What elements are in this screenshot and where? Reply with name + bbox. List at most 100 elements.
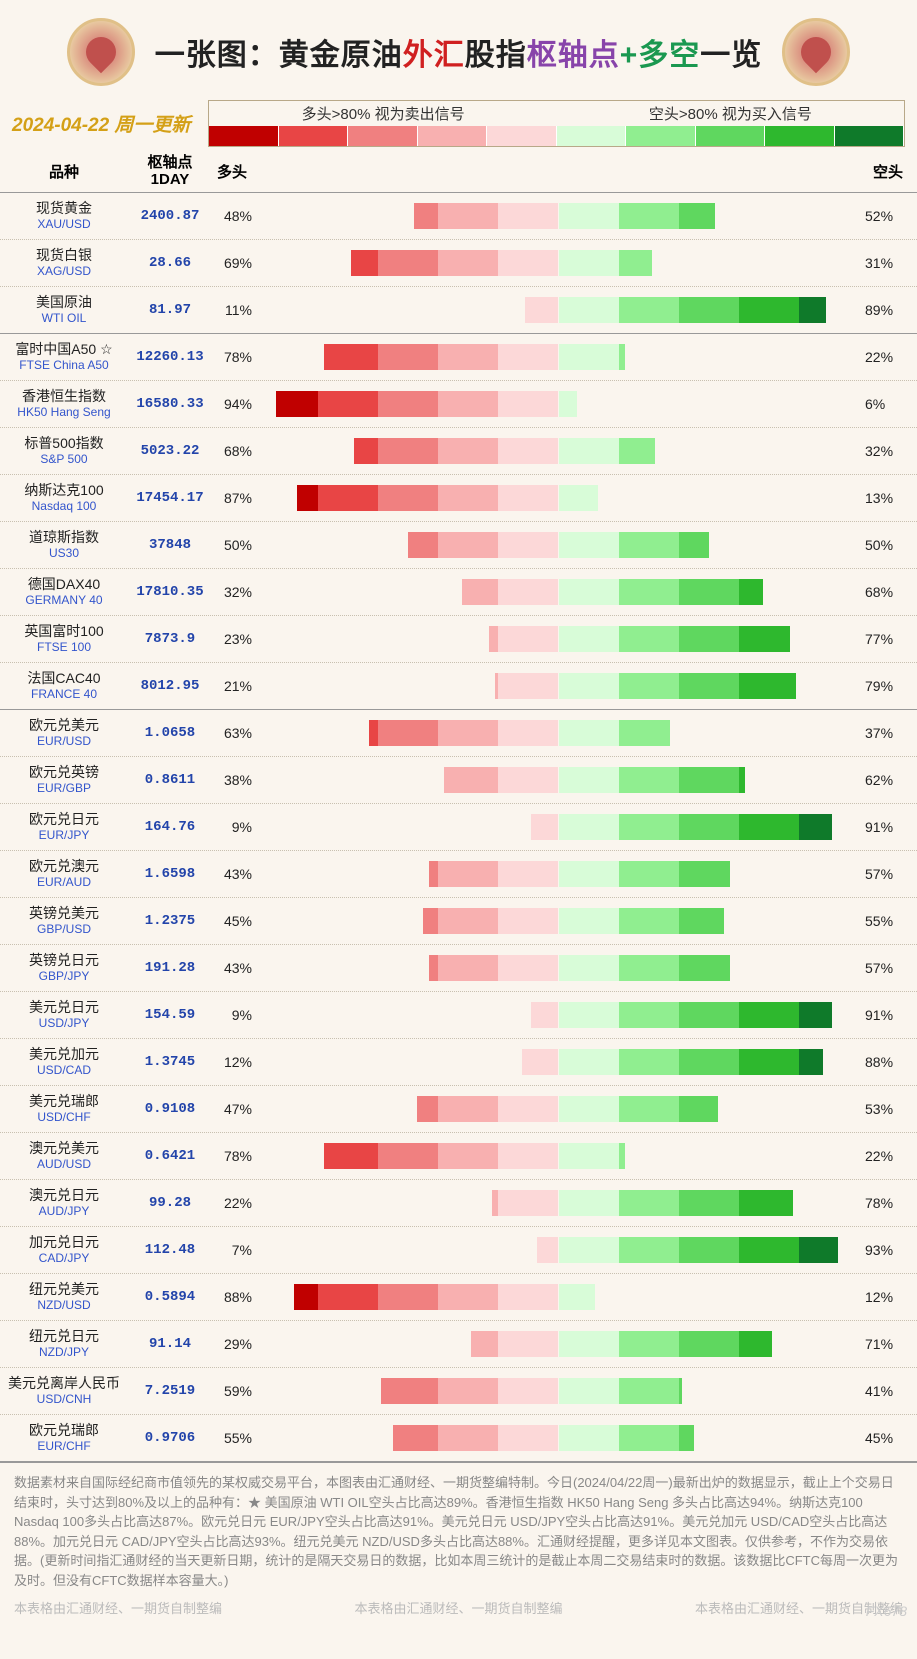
instrument-name: 现货黄金XAU/USD — [0, 200, 128, 231]
long-pct: 32% — [212, 584, 254, 600]
pivot-value: 112.48 — [128, 1242, 212, 1258]
sentiment-bar — [258, 1094, 859, 1124]
pivot-value: 1.0658 — [128, 725, 212, 741]
instrument-name: 美元兑离岸人民币USD/CNH — [0, 1375, 128, 1406]
legend-swatch — [418, 126, 487, 146]
instrument-name: 英镑兑美元GBP/USD — [0, 905, 128, 936]
legend-short-text: 空头>80% 视为买入信号 — [649, 103, 812, 124]
update-date: 2024-04-22 周一更新 — [12, 110, 190, 137]
instrument-name: 澳元兑美元AUD/USD — [0, 1140, 128, 1171]
long-pct: 69% — [212, 255, 254, 271]
short-pct: 55% — [863, 913, 917, 929]
long-pct: 47% — [212, 1101, 254, 1117]
pivot-value: 99.28 — [128, 1195, 212, 1211]
table-row: 欧元兑澳元EUR/AUD1.659843%57% — [0, 851, 917, 898]
legend-swatch — [348, 126, 417, 146]
instrument-name: 欧元兑美元EUR/USD — [0, 717, 128, 748]
column-headers: 品种 枢轴点1DAY 多头 空头 — [0, 151, 917, 193]
pivot-value: 12260.13 — [128, 349, 212, 365]
short-pct: 53% — [863, 1101, 917, 1117]
chart-container: 一张图：黄金原油外汇股指枢轴点+多空一览 2024-04-22 周一更新 多头>… — [0, 0, 917, 1625]
footer-credits: 本表格由汇通财经、一期货自制整编 本表格由汇通财经、一期货自制整编 本表格由汇通… — [0, 1598, 917, 1625]
instrument-name: 欧元兑澳元EUR/AUD — [0, 858, 128, 889]
table-row: 美元兑加元USD/CAD1.374512%88% — [0, 1039, 917, 1086]
instrument-name: 美元兑瑞郎USD/CHF — [0, 1093, 128, 1124]
legend-swatch — [487, 126, 556, 146]
instrument-group: 富时中国A50 ☆FTSE China A5012260.1378%22%香港恒… — [0, 334, 917, 710]
pivot-value: 16580.33 — [128, 396, 212, 412]
instrument-name: 欧元兑英镑EUR/GBP — [0, 764, 128, 795]
sentiment-bar — [258, 389, 859, 419]
instrument-name: 英国富时100FTSE 100 — [0, 623, 128, 654]
instrument-name: 美元兑日元USD/JPY — [0, 999, 128, 1030]
pivot-value: 191.28 — [128, 960, 212, 976]
instrument-name: 富时中国A50 ☆FTSE China A50 — [0, 341, 128, 372]
instrument-name: 法国CAC40FRANCE 40 — [0, 670, 128, 701]
instrument-name: 香港恒生指数HK50 Hang Seng — [0, 388, 128, 419]
long-pct: 11% — [212, 302, 254, 318]
footer-note: 数据素材来自国际经纪商市值领先的某权威交易平台，本图表由汇通财经、一期货整编特制… — [0, 1462, 917, 1598]
instrument-name: 欧元兑日元EUR/JPY — [0, 811, 128, 842]
long-pct: 48% — [212, 208, 254, 224]
pivot-value: 0.9706 — [128, 1430, 212, 1446]
logo-icon — [67, 18, 135, 86]
table-row: 英镑兑日元GBP/JPY191.2843%57% — [0, 945, 917, 992]
long-pct: 68% — [212, 443, 254, 459]
sentiment-bar — [258, 248, 859, 278]
legend-swatch — [279, 126, 348, 146]
instrument-name: 澳元兑日元AUD/JPY — [0, 1187, 128, 1218]
sentiment-bar — [258, 718, 859, 748]
long-pct: 78% — [212, 1148, 254, 1164]
logo-icon — [782, 18, 850, 86]
long-pct: 29% — [212, 1336, 254, 1352]
short-pct: 52% — [863, 208, 917, 224]
pivot-value: 17454.17 — [128, 490, 212, 506]
table-row: 英镑兑美元GBP/USD1.237545%55% — [0, 898, 917, 945]
sentiment-bar — [258, 1376, 859, 1406]
sentiment-bar — [258, 483, 859, 513]
long-pct: 45% — [212, 913, 254, 929]
short-pct: 71% — [863, 1336, 917, 1352]
table-row: 加元兑日元CAD/JPY112.487%93% — [0, 1227, 917, 1274]
table-row: 道琼斯指数US303784850%50% — [0, 522, 917, 569]
pivot-value: 81.97 — [128, 302, 212, 318]
col-pivot-header: 枢轴点1DAY — [128, 155, 212, 188]
pivot-value: 37848 — [128, 537, 212, 553]
sentiment-bar — [258, 1000, 859, 1030]
instrument-name: 美元兑加元USD/CAD — [0, 1046, 128, 1077]
legend-swatch — [696, 126, 765, 146]
table-row: 美元兑离岸人民币USD/CNH7.251959%41% — [0, 1368, 917, 1415]
short-pct: 22% — [863, 1148, 917, 1164]
sentiment-bar — [258, 201, 859, 231]
table-row: 现货黄金XAU/USD2400.8748%52% — [0, 193, 917, 240]
pivot-value: 7.2519 — [128, 1383, 212, 1399]
pivot-value: 28.66 — [128, 255, 212, 271]
credit-text: 本表格由汇通财经、一期货自制整编 — [14, 1598, 222, 1617]
long-pct: 94% — [212, 396, 254, 412]
table-row: 澳元兑美元AUD/USD0.642178% 22% — [0, 1133, 917, 1180]
long-pct: 43% — [212, 960, 254, 976]
instrument-name: 欧元兑瑞郎EUR/CHF — [0, 1422, 128, 1453]
table-row: 纳斯达克100Nasdaq 10017454.1787%13% — [0, 475, 917, 522]
sentiment-bar — [258, 577, 859, 607]
instrument-name: 标普500指数S&P 500 — [0, 435, 128, 466]
pivot-value: 164.76 — [128, 819, 212, 835]
pivot-value: 1.3745 — [128, 1054, 212, 1070]
pivot-value: 154.59 — [128, 1007, 212, 1023]
pivot-value: 0.6421 — [128, 1148, 212, 1164]
short-pct: 78% — [863, 1195, 917, 1211]
pivot-value: 0.5894 — [128, 1289, 212, 1305]
sentiment-bar — [258, 295, 859, 325]
sentiment-bar — [258, 1047, 859, 1077]
instrument-name: 加元兑日元CAD/JPY — [0, 1234, 128, 1265]
legend-swatch — [835, 126, 904, 146]
short-pct: 32% — [863, 443, 917, 459]
sentiment-bar — [258, 436, 859, 466]
long-pct: 88% — [212, 1289, 254, 1305]
short-pct: 31% — [863, 255, 917, 271]
sentiment-bar — [258, 953, 859, 983]
short-pct: 89% — [863, 302, 917, 318]
table-row: 美国原油WTI OIL81.9711%89% — [0, 287, 917, 333]
pivot-value: 5023.22 — [128, 443, 212, 459]
instrument-name: 现货白银XAG/USD — [0, 247, 128, 278]
